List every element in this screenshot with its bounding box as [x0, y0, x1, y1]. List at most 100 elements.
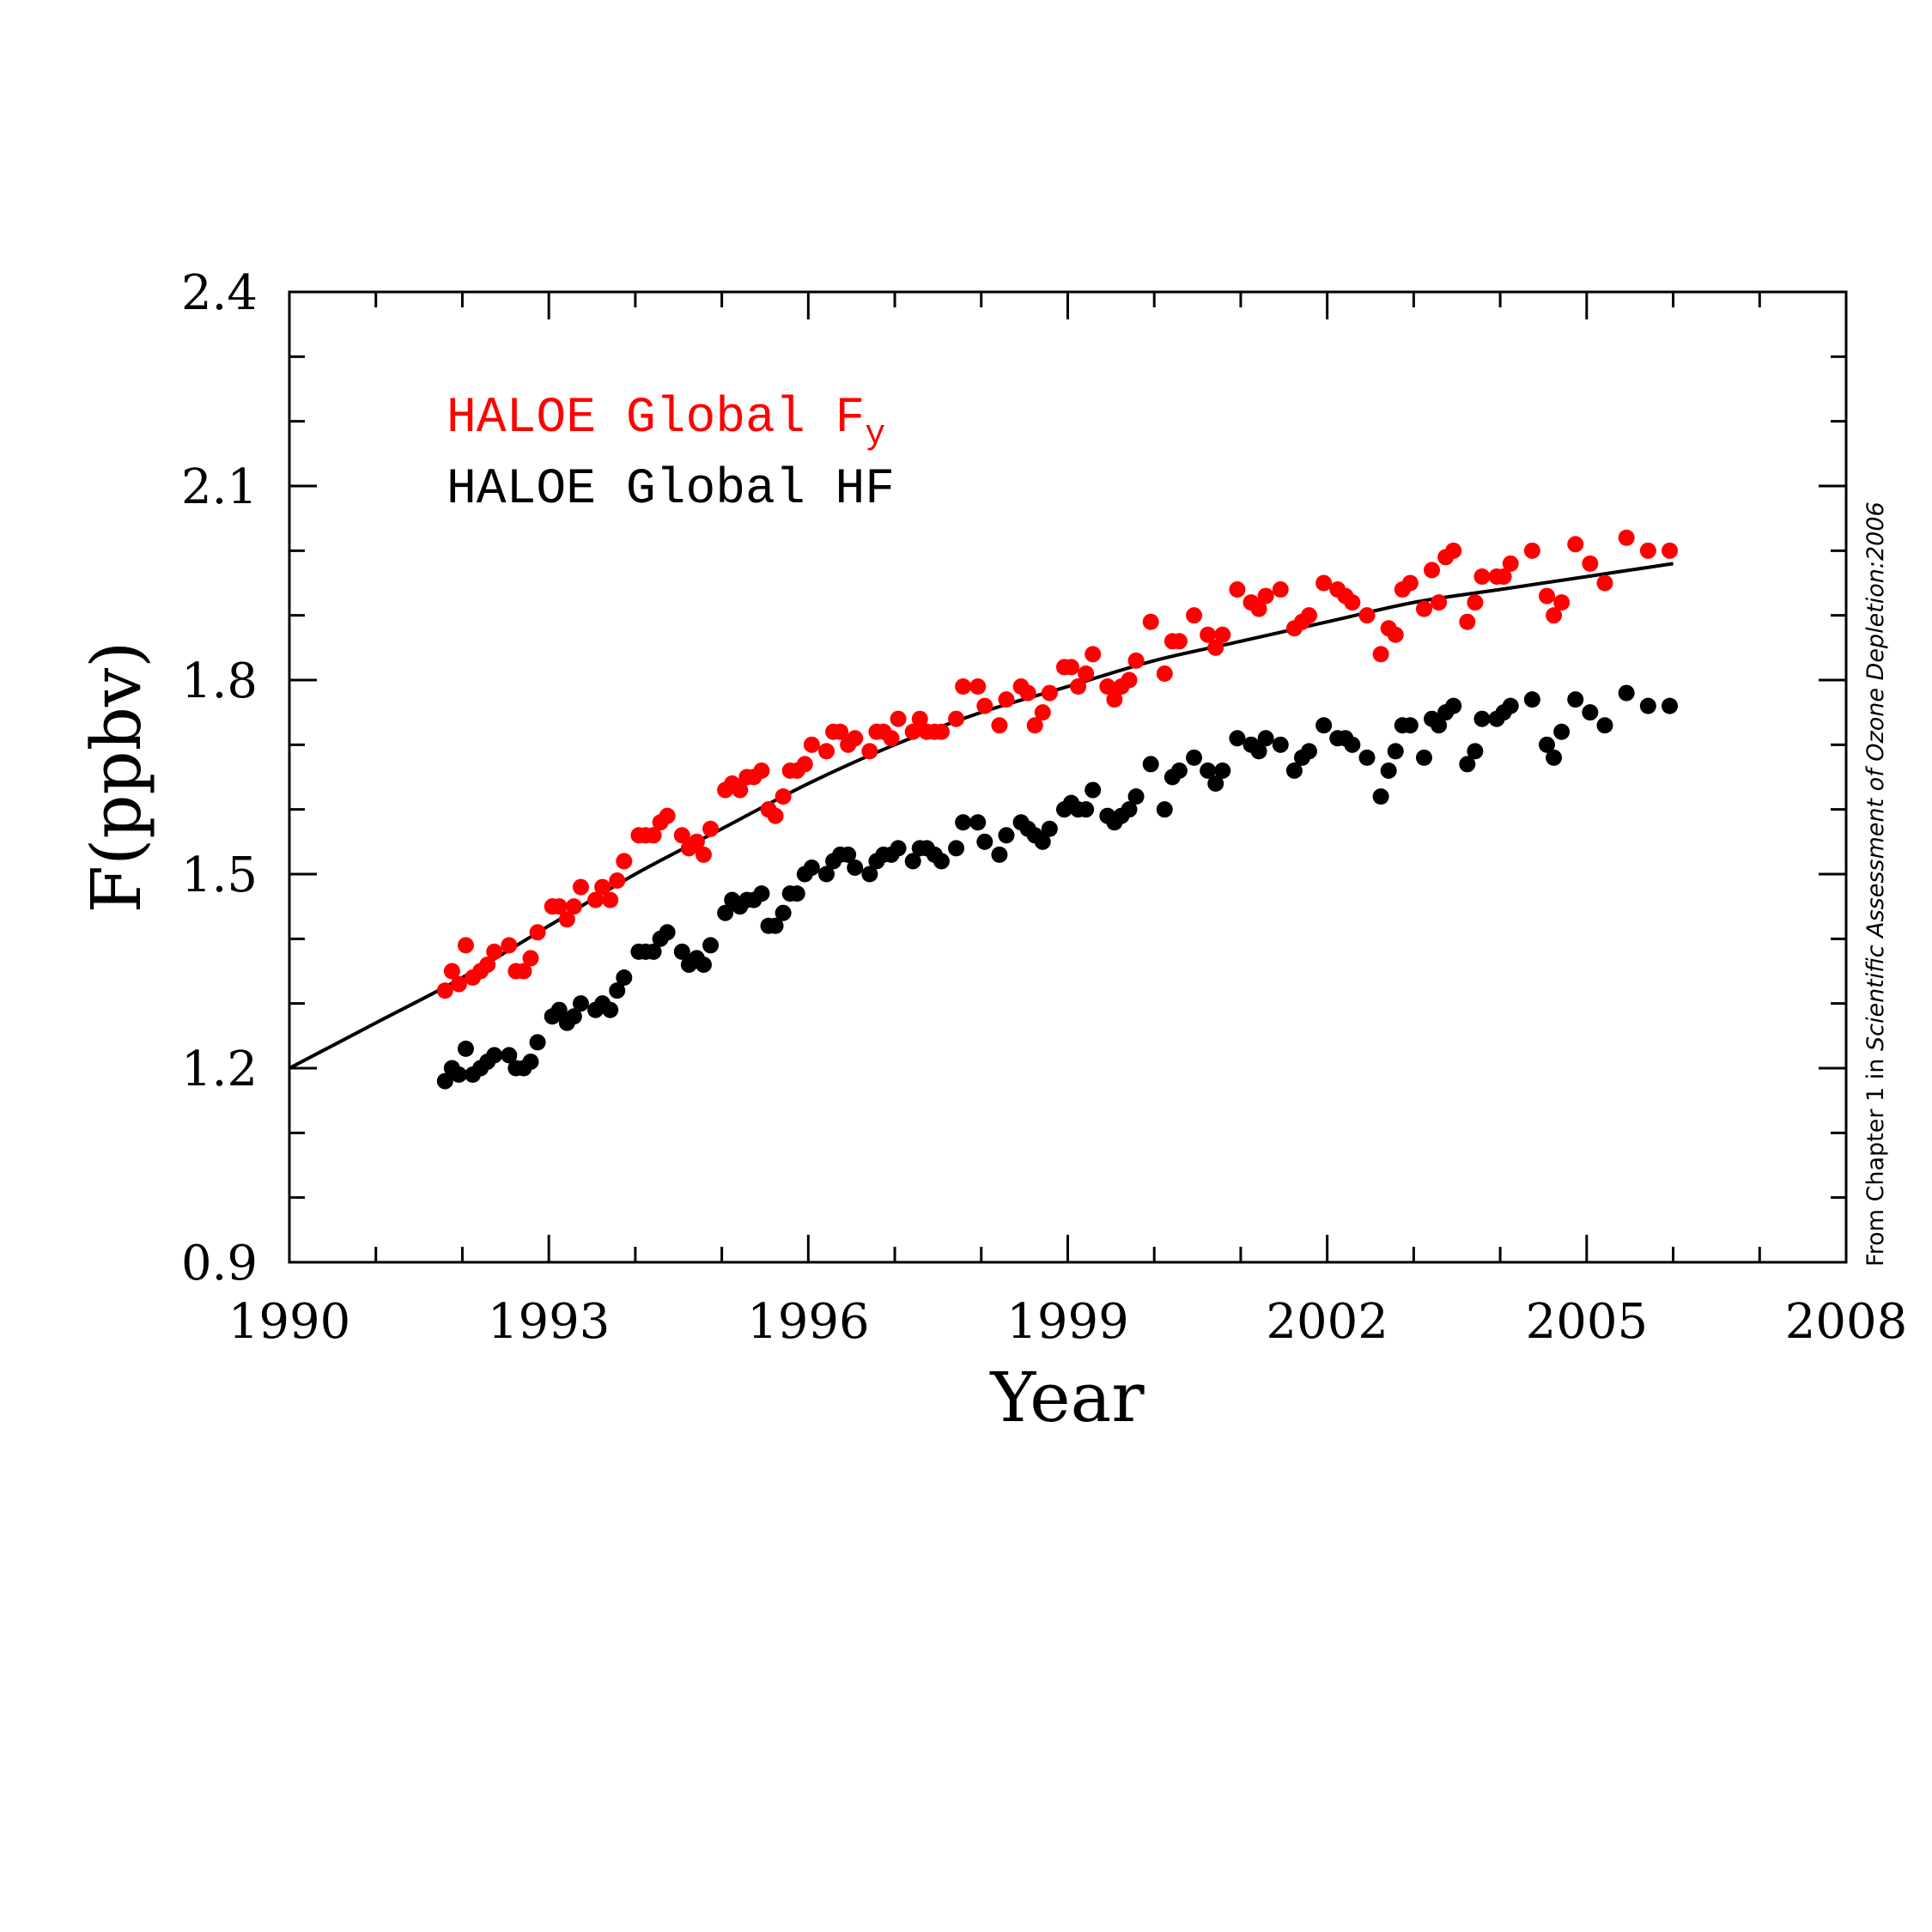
data-point — [1431, 717, 1448, 734]
data-point — [1250, 743, 1267, 760]
data-point — [1272, 736, 1289, 753]
data-point — [1257, 730, 1274, 747]
data-point — [847, 730, 864, 747]
data-point — [450, 1066, 467, 1084]
data-point — [1539, 736, 1556, 753]
data-point — [1078, 801, 1095, 818]
y-tick-label: 1.8 — [181, 653, 258, 709]
data-point — [1415, 749, 1432, 766]
data-point — [788, 885, 805, 902]
data-point — [436, 982, 453, 999]
data-point — [1301, 743, 1318, 760]
data-point — [702, 820, 720, 837]
data-point — [1127, 788, 1145, 805]
data-point — [1567, 691, 1584, 708]
data-point — [695, 846, 712, 863]
data-point — [955, 678, 972, 696]
data-point — [659, 924, 676, 941]
data-point — [767, 807, 784, 824]
data-point — [969, 678, 987, 696]
data-point — [796, 756, 813, 773]
data-point — [1063, 659, 1080, 676]
data-point — [1358, 749, 1376, 766]
data-point — [1084, 781, 1102, 799]
data-point — [1207, 775, 1224, 793]
data-point — [450, 975, 467, 993]
data-point — [991, 717, 1008, 734]
legend-entry-fy: HALOE Global Fy — [447, 391, 885, 454]
data-point — [1387, 626, 1404, 643]
y-tick-label: 1.5 — [181, 848, 258, 903]
data-point — [1445, 542, 1462, 559]
data-point — [479, 956, 496, 973]
data-point — [1639, 697, 1656, 714]
data-point — [572, 995, 589, 1012]
data-point — [1156, 665, 1173, 682]
data-point — [1467, 743, 1484, 760]
x-axis-ticks — [288, 292, 1848, 1262]
data-point — [1582, 555, 1599, 572]
data-point — [890, 710, 907, 727]
data-point — [1618, 684, 1635, 702]
data-point — [976, 833, 993, 850]
data-point — [1041, 820, 1058, 837]
data-point — [832, 723, 849, 740]
data-point — [1431, 594, 1448, 611]
data-point — [1596, 717, 1613, 734]
data-point — [1121, 801, 1138, 818]
data-point — [803, 859, 820, 876]
data-point — [1582, 704, 1599, 721]
data-point — [486, 943, 503, 960]
series-layer — [436, 529, 1679, 1090]
data-point — [1170, 633, 1188, 650]
data-point — [1315, 574, 1333, 592]
data-point — [717, 904, 734, 921]
y-tick-label: 2.1 — [181, 459, 258, 515]
data-point — [767, 917, 784, 934]
data-point — [1019, 684, 1036, 702]
data-point — [1372, 646, 1389, 663]
data-point — [529, 1034, 546, 1051]
legend-entry-hf: HALOE Global HF — [447, 462, 895, 518]
data-point — [1156, 801, 1173, 818]
data-point — [1502, 697, 1519, 714]
data-point — [1401, 574, 1419, 592]
data-point — [1596, 574, 1613, 592]
data-point — [732, 781, 749, 799]
data-point — [1372, 788, 1389, 805]
data-point — [436, 1072, 453, 1090]
data-point — [645, 943, 662, 960]
data-point — [1459, 756, 1476, 773]
data-point — [1445, 697, 1462, 714]
data-point — [1170, 762, 1188, 779]
data-point — [1106, 691, 1123, 708]
data-point — [602, 891, 619, 908]
data-point — [659, 807, 676, 824]
data-point — [1502, 555, 1519, 572]
data-point — [1142, 756, 1159, 773]
data-point — [1127, 652, 1145, 669]
data-point — [948, 710, 965, 727]
data-point — [847, 859, 864, 876]
data-point — [486, 1047, 503, 1064]
data-point — [976, 697, 993, 714]
data-point — [1567, 536, 1584, 553]
data-point — [883, 730, 900, 747]
y-tick-label: 0.9 — [181, 1236, 258, 1291]
data-point — [702, 937, 720, 954]
data-point — [904, 853, 921, 870]
data-point — [753, 762, 770, 779]
data-point — [775, 788, 792, 805]
data-point — [1121, 671, 1138, 689]
data-point — [1401, 717, 1419, 734]
data-point — [515, 963, 532, 980]
data-point — [1523, 691, 1540, 708]
y-tick-label: 2.4 — [181, 265, 258, 321]
data-point — [616, 853, 633, 870]
data-point — [1662, 697, 1679, 714]
data-point — [587, 891, 605, 908]
data-point — [673, 827, 690, 844]
data-point — [933, 853, 950, 870]
data-point — [609, 872, 626, 890]
x-tick-labels: 1990 1993 1996 1999 2002 2005 2008 — [228, 1294, 1908, 1350]
